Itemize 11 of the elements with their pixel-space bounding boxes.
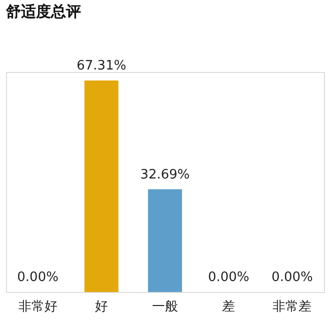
- data-label: 32.69%: [140, 167, 190, 182]
- chart-title: 舒适度总评: [5, 2, 81, 20]
- data-label: 0.00%: [17, 270, 58, 285]
- data-label: 67.31%: [76, 58, 126, 74]
- x-tick-label: 非常好: [18, 300, 58, 314]
- x-tick-label: 好: [94, 300, 108, 314]
- x-tick-label: 非常差: [272, 300, 312, 314]
- data-label: 0.00%: [208, 270, 250, 285]
- data-label: 0.00%: [272, 270, 313, 285]
- x-tick-label: 差: [222, 300, 236, 314]
- x-tick-label: 一般: [152, 300, 178, 314]
